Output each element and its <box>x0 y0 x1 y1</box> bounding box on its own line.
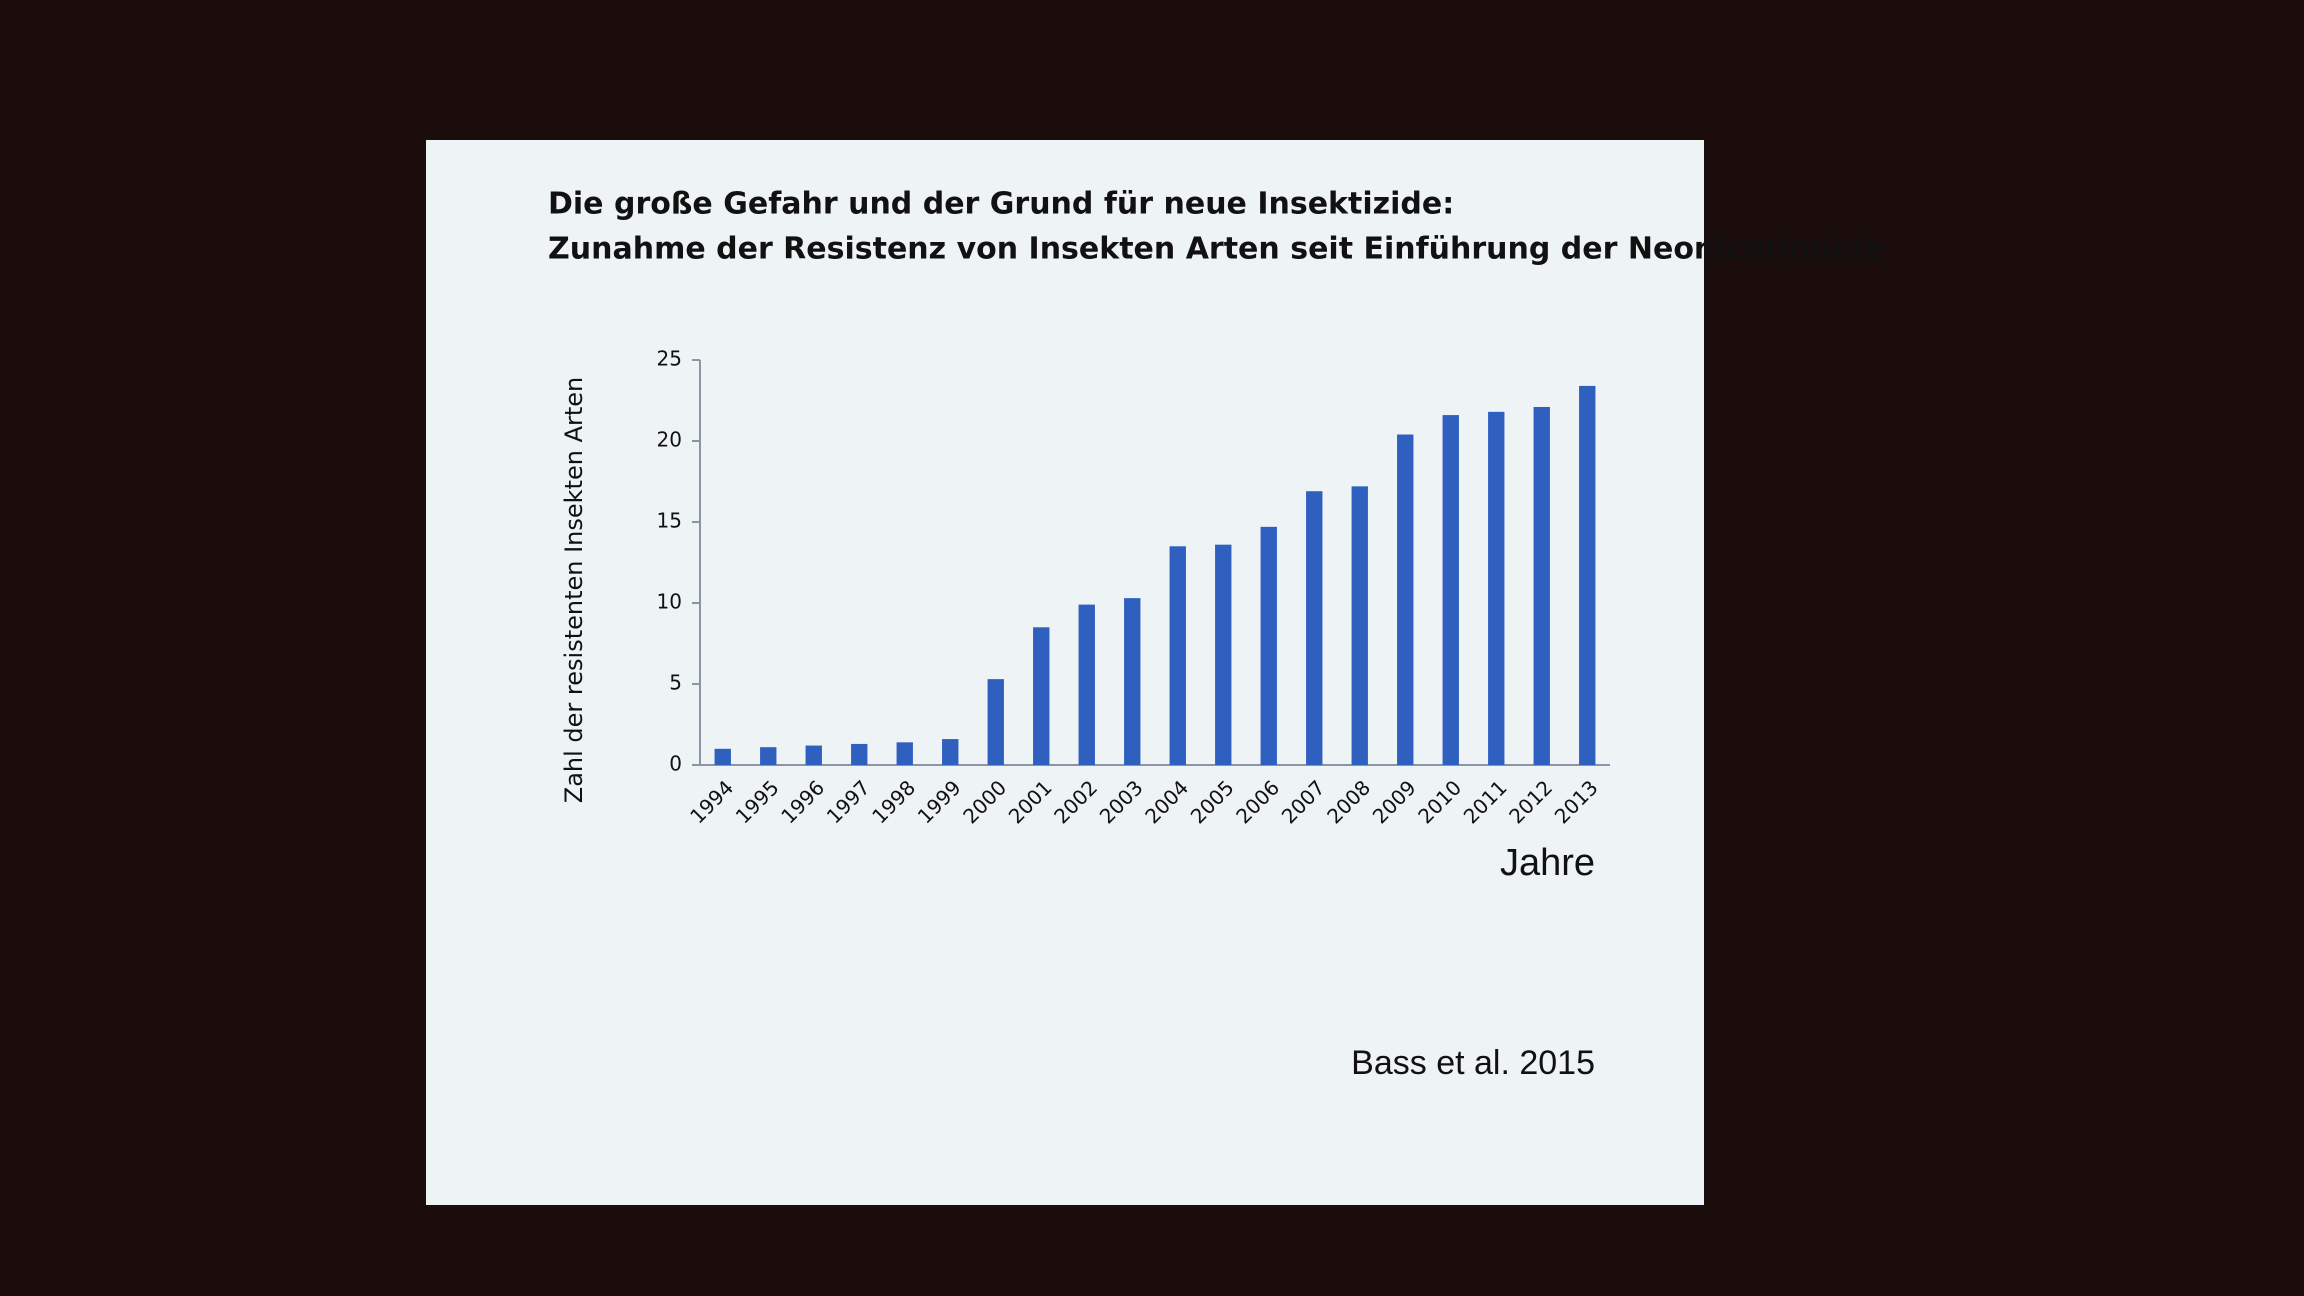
bar <box>1169 546 1186 765</box>
bar <box>1078 604 1095 765</box>
bar <box>1397 434 1414 765</box>
bar <box>1124 598 1141 765</box>
chart-subtitle: Zunahme der Resistenz von Insekten Arten… <box>548 232 1883 267</box>
bar <box>1306 491 1323 765</box>
bar <box>1033 627 1050 765</box>
chart-title: Die große Gefahr und der Grund für neue … <box>548 187 1454 222</box>
bar <box>760 747 777 765</box>
x-axis-label: Jahre <box>1500 842 1595 884</box>
source: Bass et al. 2015 <box>1351 1044 1595 1082</box>
y-tick-label: 10 <box>657 590 682 614</box>
bar <box>1442 415 1459 765</box>
y-tick-label: 20 <box>657 428 682 452</box>
y-axis-label: Zahl der resistenten Insekten Arten <box>560 377 588 803</box>
bar <box>805 745 822 765</box>
bar <box>896 742 913 765</box>
y-tick-label: 15 <box>657 509 682 533</box>
bar <box>942 739 959 765</box>
bar <box>987 679 1004 765</box>
y-tick-label: 25 <box>657 347 682 371</box>
bar <box>1215 544 1232 765</box>
bar <box>714 748 731 765</box>
bar <box>1260 526 1277 765</box>
bar <box>1533 406 1550 765</box>
bar <box>1488 411 1505 765</box>
bar <box>1579 385 1596 765</box>
y-tick-label: 0 <box>669 752 682 776</box>
bar <box>851 743 868 765</box>
bar <box>1351 486 1368 765</box>
y-tick-label: 5 <box>669 671 682 695</box>
